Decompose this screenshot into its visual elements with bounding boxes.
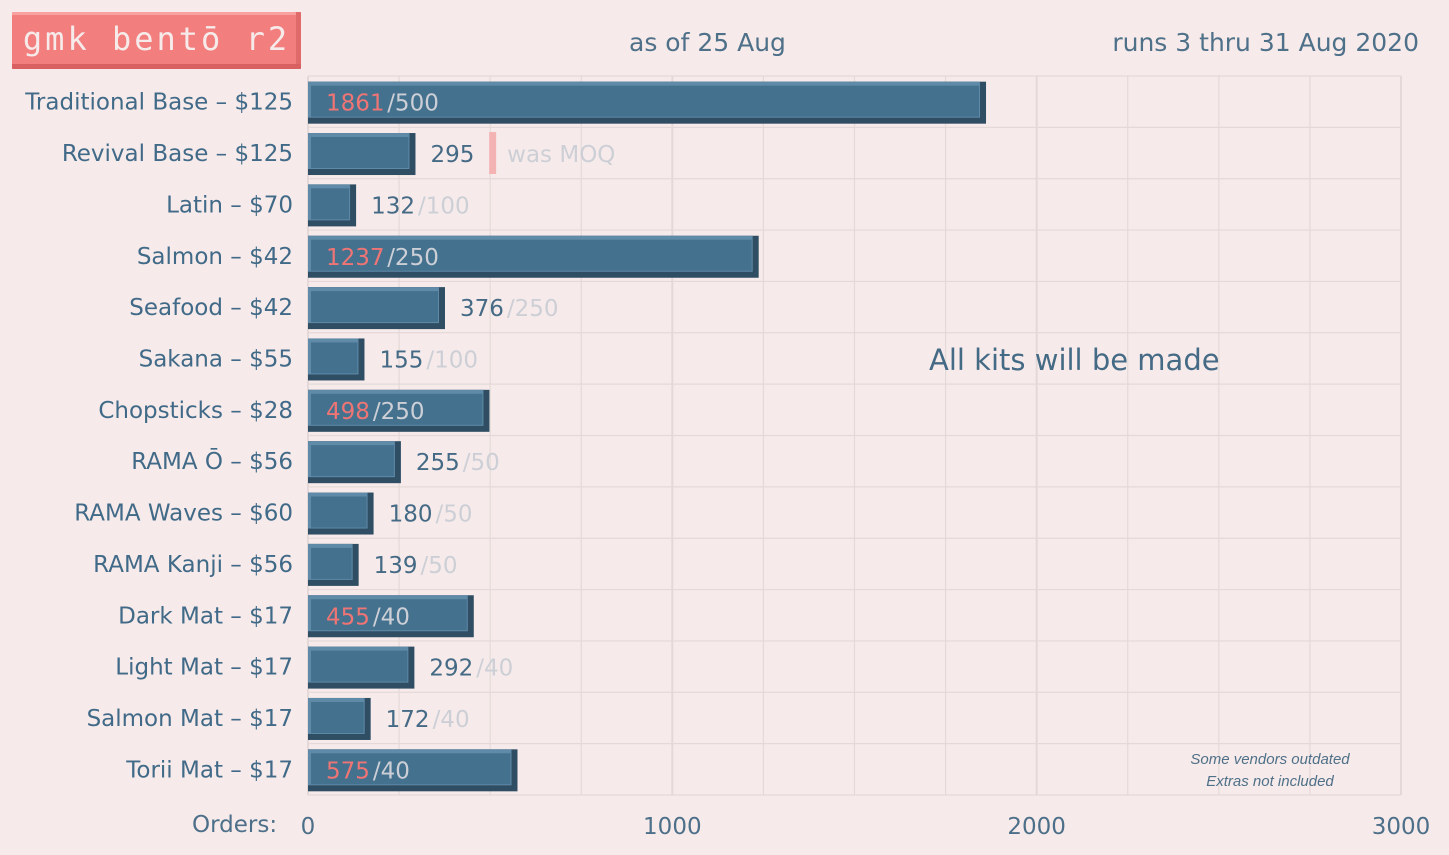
category-label: RAMA Ō – $56 xyxy=(131,448,293,475)
as-of-date: as of 25 Aug xyxy=(629,28,786,57)
order-count: 139 xyxy=(374,553,418,579)
logo: gmk bentō r2 xyxy=(12,12,301,69)
order-count: 376 xyxy=(460,296,504,322)
x-axis-ticks: 0 1000 2000 3000 xyxy=(301,814,1431,840)
grid-lines xyxy=(307,75,1402,796)
bar-face xyxy=(311,753,511,785)
category-label: Seafood – $42 xyxy=(129,295,293,321)
category-label: RAMA Waves – $60 xyxy=(74,501,293,527)
moq-label: /100 xyxy=(418,193,470,219)
order-count: 255 xyxy=(416,450,460,476)
moq-label: /500 xyxy=(387,91,439,117)
bar xyxy=(308,697,371,740)
category-label: Latin – $70 xyxy=(166,192,293,218)
category-label: Dark Mat – $17 xyxy=(118,603,293,629)
bar xyxy=(308,338,365,381)
bar-face xyxy=(311,701,364,733)
bar xyxy=(308,543,359,586)
order-count: 292 xyxy=(429,656,473,682)
bar xyxy=(308,133,416,176)
moq-label: /50 xyxy=(435,502,472,528)
moq-label: /40 xyxy=(373,758,410,784)
category-labels: Traditional Base – $125 Revival Base – $1… xyxy=(24,90,293,784)
x-tick-label: 2000 xyxy=(1007,814,1066,840)
moq-label: /40 xyxy=(433,707,470,733)
category-label: Sakana – $55 xyxy=(139,346,293,372)
bar xyxy=(308,235,759,278)
moq-label: /250 xyxy=(373,399,425,425)
bar xyxy=(308,492,374,535)
bar xyxy=(308,287,445,330)
all-kits-annotation: All kits will be made xyxy=(929,343,1220,377)
footnote-extras: Extras not included xyxy=(1206,773,1334,790)
bar-face xyxy=(311,137,409,169)
order-count: 155 xyxy=(379,347,423,373)
order-count: 575 xyxy=(326,758,370,784)
category-label: Light Mat – $17 xyxy=(115,655,293,681)
bar-face xyxy=(311,445,394,477)
moq-label: /100 xyxy=(426,347,478,373)
bar xyxy=(308,184,357,227)
bar-face xyxy=(311,650,408,682)
category-label: RAMA Kanji – $56 xyxy=(93,552,293,578)
bar xyxy=(308,81,987,124)
moq-marker xyxy=(489,132,497,175)
bar-face xyxy=(311,393,483,425)
bar-face xyxy=(311,342,358,374)
run-dates: runs 3 thru 31 Aug 2020 xyxy=(1112,28,1419,57)
moq-label: /250 xyxy=(507,296,559,322)
bar-face xyxy=(311,547,352,579)
category-label: Salmon – $42 xyxy=(137,244,293,270)
order-count: 455 xyxy=(326,604,370,630)
order-count: 295 xyxy=(430,142,474,168)
moq-marker-label: was MOQ xyxy=(507,142,615,168)
category-label: Salmon Mat – $17 xyxy=(87,706,293,732)
order-count: 180 xyxy=(389,502,433,528)
moq-label: /50 xyxy=(463,450,500,476)
moq-label: /40 xyxy=(373,604,410,630)
category-label: Chopsticks – $28 xyxy=(98,398,293,424)
bar-face xyxy=(311,239,752,271)
order-count: 1861 xyxy=(326,91,385,117)
x-tick-label: 3000 xyxy=(1372,814,1431,840)
category-label: Revival Base – $125 xyxy=(62,141,293,167)
x-tick-label: 0 xyxy=(301,814,316,840)
order-count: 498 xyxy=(326,399,370,425)
bar-face xyxy=(311,188,350,220)
category-label: Traditional Base – $125 xyxy=(24,90,293,116)
moq-label: /250 xyxy=(387,245,439,271)
moq-label: /40 xyxy=(476,656,513,682)
bar xyxy=(308,646,415,689)
bar xyxy=(308,389,490,432)
category-label: Torii Mat – $17 xyxy=(125,757,293,783)
x-tick-label: 1000 xyxy=(643,814,702,840)
footnote-vendors: Some vendors outdated xyxy=(1190,751,1350,768)
moq-label: /50 xyxy=(421,553,458,579)
bar xyxy=(308,441,401,484)
logo-text: gmk bentō r2 xyxy=(22,19,291,58)
bar-face xyxy=(311,599,467,631)
order-count: 1237 xyxy=(326,245,385,271)
bar xyxy=(308,595,474,638)
bar-face xyxy=(311,85,980,117)
order-count: 132 xyxy=(371,193,415,219)
x-axis-label: Orders: xyxy=(192,812,277,838)
bar-face xyxy=(311,496,367,528)
order-count: 172 xyxy=(386,707,430,733)
bar xyxy=(308,749,518,792)
bar-face xyxy=(311,291,438,323)
